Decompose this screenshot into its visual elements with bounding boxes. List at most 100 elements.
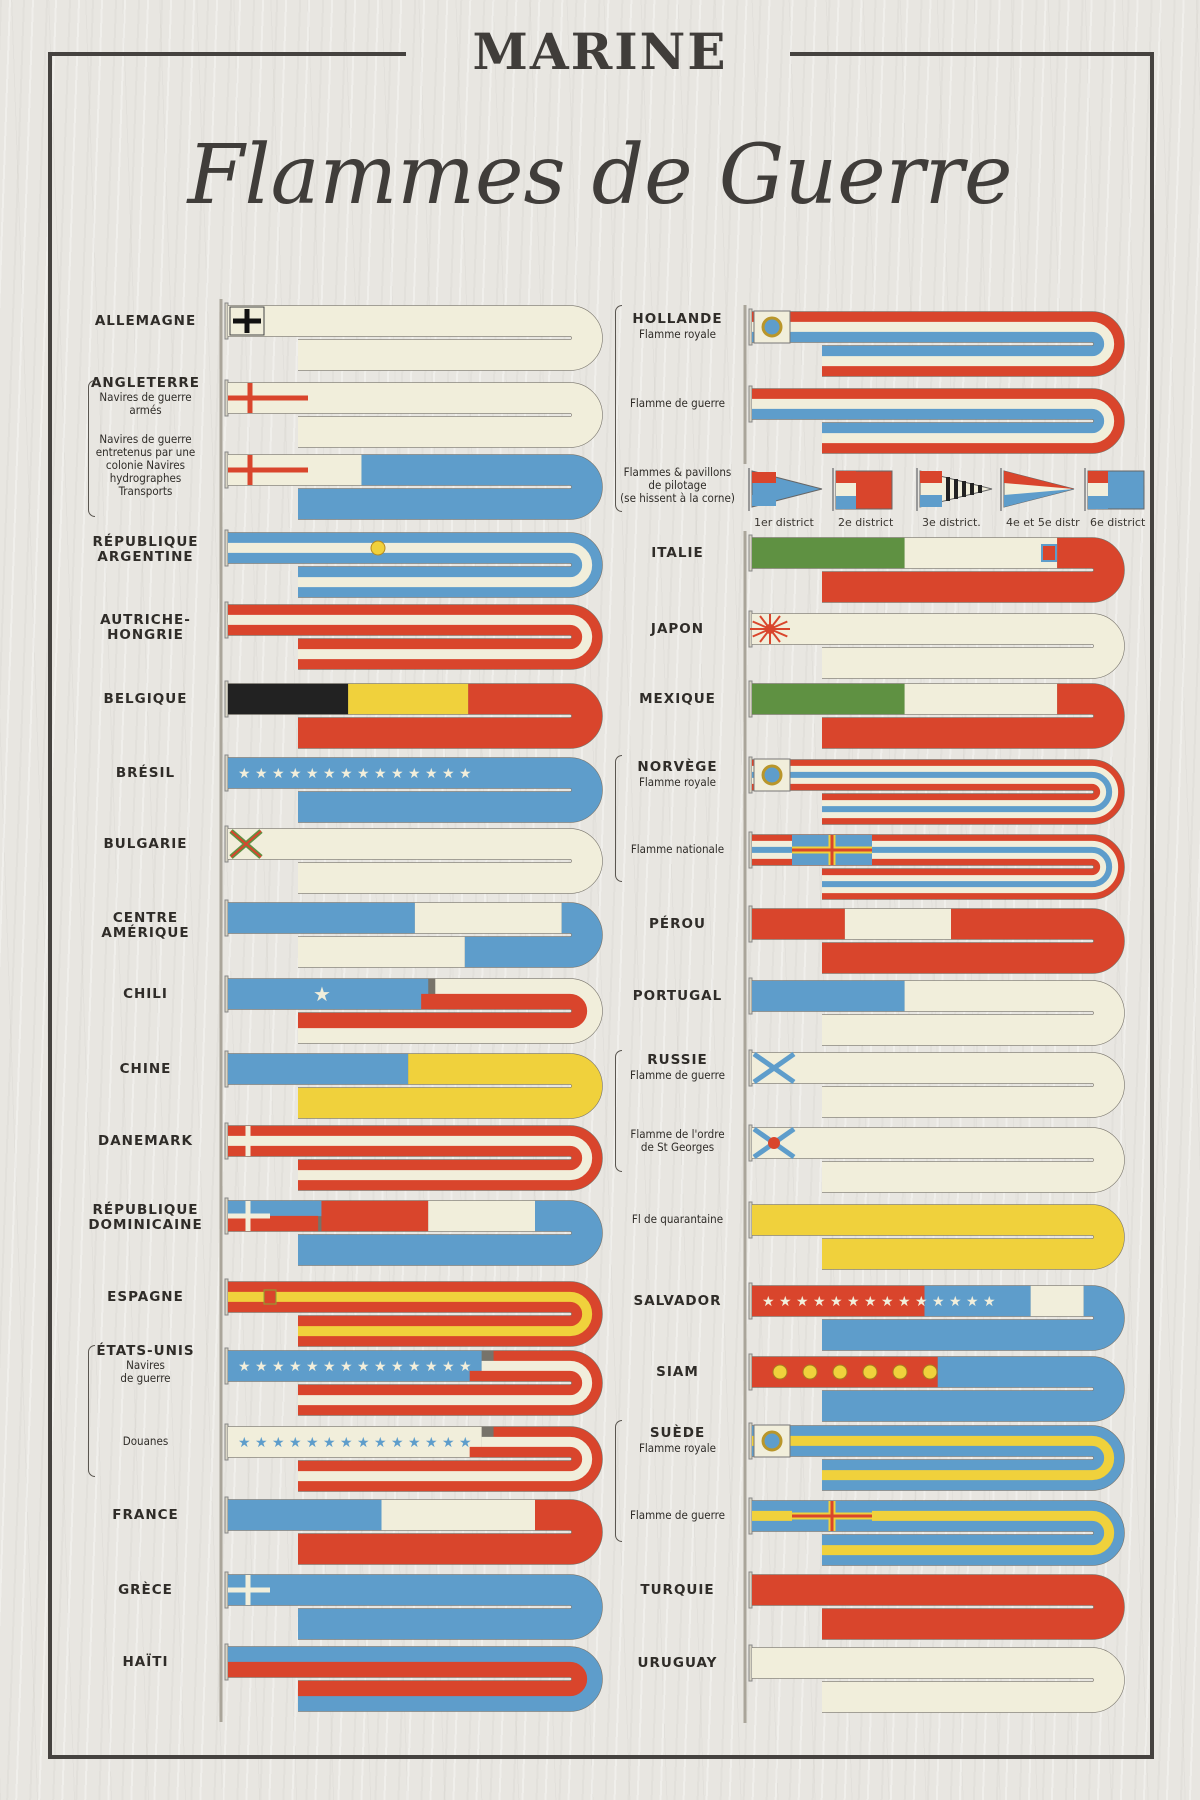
pennant [219,1640,603,1722]
yellow-flowers-icon [832,1364,848,1380]
st-andrew-cross-icon [752,1051,796,1085]
savoy-arms-icon [1041,544,1057,562]
pennant-4-icon [1000,468,1075,511]
pennant: ★ ★ ★ ★ ★ ★ ★ ★ ★ ★ ★ ★ ★ ★ [743,1279,1125,1361]
pennant-stripe-red [752,908,1125,974]
flag-label: Flammes & pavillons de pilotage (se hissen… [610,464,745,506]
flag-label: TURQUIE [610,1581,745,1599]
hoist [224,1197,229,1235]
country-name: ITALIE [651,544,704,561]
country-name: RUSSIE [647,1052,708,1068]
pilot-flags: 1er district 2e district 3e district. 4e et… [748,468,1146,529]
pennant-stripe-red [228,683,603,749]
stars-icon: ★ [425,1359,438,1375]
hoist [748,1353,753,1391]
flag-label: ALLEMAGNE [78,313,213,330]
country-name: ANGLETERRE [90,374,201,391]
blue-stars-icon: ★ [442,1435,455,1451]
pennant-stripe-red [228,1145,583,1171]
pennant-stripe-blue [228,552,583,578]
pennant [219,1194,603,1276]
sun-icon [370,540,386,556]
pennant-stripe-red [228,604,603,670]
stars-icon: ★ [238,766,251,782]
stars-icon: ★ [289,766,302,782]
yellow-flowers-icon [802,1364,818,1380]
country-name: JAPON [650,620,705,637]
flag-label: RÉPUBLIQUE DOMINICAINE [78,1202,213,1234]
pennant-stripe-yellow [228,1053,603,1119]
pennant [219,1493,603,1575]
stars-icon: ★ [983,1294,996,1310]
pennant-stripe-white [752,1647,1125,1713]
pennant-stripe-red [752,759,1125,825]
flag-description: de pilotage [648,477,707,492]
flag-label: URUGUAY [610,1655,745,1672]
pennant-stripe-blue [752,408,1105,434]
group-brace [615,1420,622,1542]
flag-label: MEXIQUE [610,691,745,708]
pennant [743,607,1125,689]
flag-label: PORTUGAL [610,987,745,1005]
pennant [743,1568,1125,1650]
pennant: ★ [219,972,603,1054]
stars-icon: ★ [898,1294,911,1310]
stars-icon: ★ [915,1294,928,1310]
country-name: NORVÈGE [637,759,718,775]
pennant-stripe-white [752,1052,1125,1118]
pennant-stripe-red [752,388,1125,454]
poster-title: MARINE [472,22,728,81]
country-name: PORTUGAL [632,987,723,1004]
hoist [224,1278,229,1316]
country-name: SUÈDE [649,1425,706,1441]
blue-stars-icon: ★ [391,1435,404,1451]
pennant [743,1198,1125,1280]
union-cross-icon [792,1501,872,1531]
blue-stars-icon: ★ [306,1435,319,1451]
pennant-stripe-blue [752,1356,1125,1422]
stars-icon: ★ [442,766,455,782]
hoist [224,1643,229,1681]
yellow-flowers-icon [772,1364,788,1380]
stars-icon: ★ [459,1359,472,1375]
hoist [224,975,229,1013]
st-george-cross-icon [228,383,308,413]
pennant [219,299,603,381]
flag-description: Flammes & pavillons [623,464,732,479]
pennant-stripe-yellow [228,1291,593,1337]
pennant-stripe-blue [228,454,603,520]
pennant-stripe-white [752,777,1107,807]
blue-stars-icon: ★ [425,1435,438,1451]
st-george-order-icon [768,1137,780,1149]
pennant-stripe-red [228,624,583,650]
flag-label: RÉPUBLIQUE ARGENTINE [78,534,213,566]
pennant-stripe-white [752,765,1119,819]
flag-label: GRÈCE [78,1582,213,1599]
hoist [748,1282,753,1320]
pennant-stripe-white [228,1360,593,1406]
pennant-stripe-blue [228,1200,603,1266]
flag-description: Flamme royale [638,326,716,341]
flag-description: Flamme royale [638,1440,716,1455]
flag-label: Flamme nationale [610,842,745,856]
pennant [219,896,603,978]
stars-icon: ★ [881,1294,894,1310]
country-name: CHILI [123,985,168,1002]
pennant [743,677,1125,759]
pennant [219,1568,603,1650]
pennant-stripe-blue [752,1425,1125,1491]
pennant-stripe-white [228,1135,593,1181]
pennant-stripe-red [752,858,1101,876]
pennant-stripe-white [752,321,1115,367]
pennant-stripe-white [752,1127,1125,1193]
pennant-stripe-red [752,834,1125,900]
group-brace [88,1345,95,1477]
pennant-stripe-yellow [752,1510,1115,1556]
pennant-stripe-red [228,1661,588,1697]
country-name: CHINE [119,1060,172,1077]
stars-icon: ★ [323,766,336,782]
pennant-stripe-white [228,978,603,1044]
country-name: TURQUIE [640,1581,715,1598]
pennant [219,677,603,759]
flag-label: ANGLETERRE Navires de guerre armés [78,374,213,418]
